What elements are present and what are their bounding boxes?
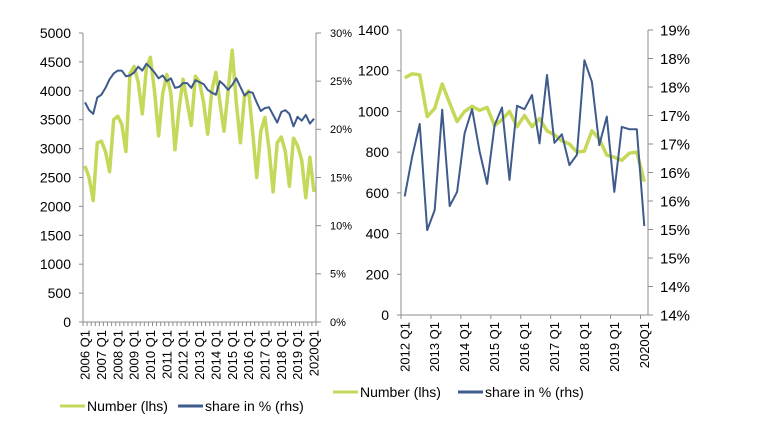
x-tick-label: 2008 Q1 bbox=[110, 330, 125, 380]
left-tick-label: 800 bbox=[366, 144, 390, 160]
x-tick-label: 2019 Q1 bbox=[607, 322, 622, 372]
right-tick-label: 20% bbox=[330, 124, 352, 136]
x-tick-label: 2016 Q1 bbox=[517, 322, 532, 372]
right-tick-label: 18% bbox=[660, 79, 690, 96]
right-tick-label: 16% bbox=[660, 165, 690, 182]
left-tick-label: 2500 bbox=[40, 170, 71, 186]
legend-number-label: Number (lhs) bbox=[87, 398, 168, 414]
x-tick-label: 2006 Q1 bbox=[78, 330, 93, 380]
x-tick-label: 2016 Q1 bbox=[241, 330, 256, 380]
x-tick-label: 2017 Q1 bbox=[547, 322, 562, 372]
right-tick-label: 14% bbox=[660, 279, 690, 296]
left-tick-label: 200 bbox=[366, 266, 390, 282]
x-tick-label: 2018 Q1 bbox=[577, 322, 592, 372]
number-series-line bbox=[85, 50, 314, 200]
x-tick-label: 2019 Q1 bbox=[290, 330, 305, 380]
left-tick-label: 400 bbox=[366, 226, 390, 242]
x-tick-label: 2015 Q1 bbox=[225, 330, 240, 380]
right-tick-label: 0% bbox=[330, 317, 346, 329]
right-tick-label: 10% bbox=[330, 221, 352, 233]
left-tick-label: 0 bbox=[381, 307, 389, 323]
left-tick-label: 0 bbox=[63, 314, 71, 330]
x-tick-label: 2020Q1 bbox=[637, 322, 652, 368]
right-tick-label: 19% bbox=[660, 22, 690, 39]
left-tick-label: 1200 bbox=[358, 63, 389, 79]
right-chart: 0 200 400 600 800 1000 1200 1400 14% 14% 15% 15% 16%… bbox=[333, 22, 690, 400]
x-tick-label: 2007 Q1 bbox=[94, 330, 109, 380]
left-tick-label: 1500 bbox=[40, 227, 71, 243]
left-tick-label: 600 bbox=[366, 185, 390, 201]
right-tick-label: 30% bbox=[330, 28, 352, 40]
x-tick-label: 2014 Q1 bbox=[208, 330, 223, 380]
legend-share-label: share in % (rhs) bbox=[485, 384, 584, 400]
left-tick-label: 2000 bbox=[40, 198, 71, 214]
x-tick-label: 2018 Q1 bbox=[274, 330, 289, 380]
x-tick-label: 2020Q1 bbox=[307, 330, 322, 376]
x-tick-label: 2011 Q1 bbox=[159, 330, 174, 379]
legend-share-label: share in % (rhs) bbox=[205, 398, 304, 414]
right-tick-label: 15% bbox=[330, 172, 352, 184]
left-tick-label: 1000 bbox=[40, 256, 71, 272]
right-tick-label: 15% bbox=[660, 222, 690, 239]
x-tick-label: 2010 Q1 bbox=[143, 330, 158, 380]
left-tick-label: 1000 bbox=[358, 103, 389, 119]
legend-number-label: Number (lhs) bbox=[360, 384, 441, 400]
right-tick-label: 17% bbox=[660, 108, 690, 125]
left-chart: 0 500 1000 1500 2000 2500 3000 3500 4000 4500 5000… bbox=[40, 25, 352, 414]
x-tick-label: 2014 Q1 bbox=[457, 322, 472, 372]
x-tick-label: 2012 Q1 bbox=[176, 330, 191, 380]
right-tick-label: 18% bbox=[660, 51, 690, 68]
left-tick-label: 4500 bbox=[40, 54, 71, 70]
left-tick-label: 5000 bbox=[40, 25, 71, 41]
left-tick-label: 500 bbox=[48, 285, 72, 301]
x-tick-label: 2017 Q1 bbox=[257, 330, 272, 380]
x-tick-label: 2013 Q1 bbox=[192, 330, 207, 380]
left-tick-label: 3000 bbox=[40, 141, 71, 157]
x-tick-label: 2009 Q1 bbox=[127, 330, 142, 380]
left-tick-label: 4000 bbox=[40, 83, 71, 99]
right-tick-label: 5% bbox=[330, 269, 346, 281]
x-tick-label: 2015 Q1 bbox=[487, 322, 502, 372]
right-tick-label: 16% bbox=[660, 193, 690, 210]
right-tick-label: 25% bbox=[330, 76, 352, 88]
left-tick-label: 1400 bbox=[358, 22, 389, 38]
left-tick-label: 3500 bbox=[40, 112, 71, 128]
right-tick-label: 14% bbox=[660, 307, 690, 324]
x-tick-label: 2012 Q1 bbox=[397, 322, 412, 372]
x-tick-label: 2013 Q1 bbox=[427, 322, 442, 372]
right-tick-label: 17% bbox=[660, 136, 690, 153]
right-tick-label: 15% bbox=[660, 250, 690, 267]
